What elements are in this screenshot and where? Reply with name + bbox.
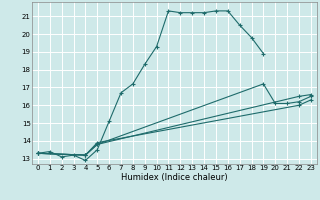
X-axis label: Humidex (Indice chaleur): Humidex (Indice chaleur)	[121, 173, 228, 182]
